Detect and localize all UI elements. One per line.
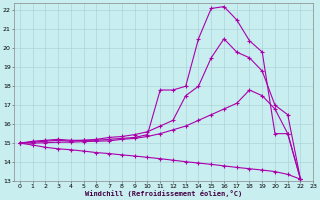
X-axis label: Windchill (Refroidissement éolien,°C): Windchill (Refroidissement éolien,°C) bbox=[85, 190, 242, 197]
